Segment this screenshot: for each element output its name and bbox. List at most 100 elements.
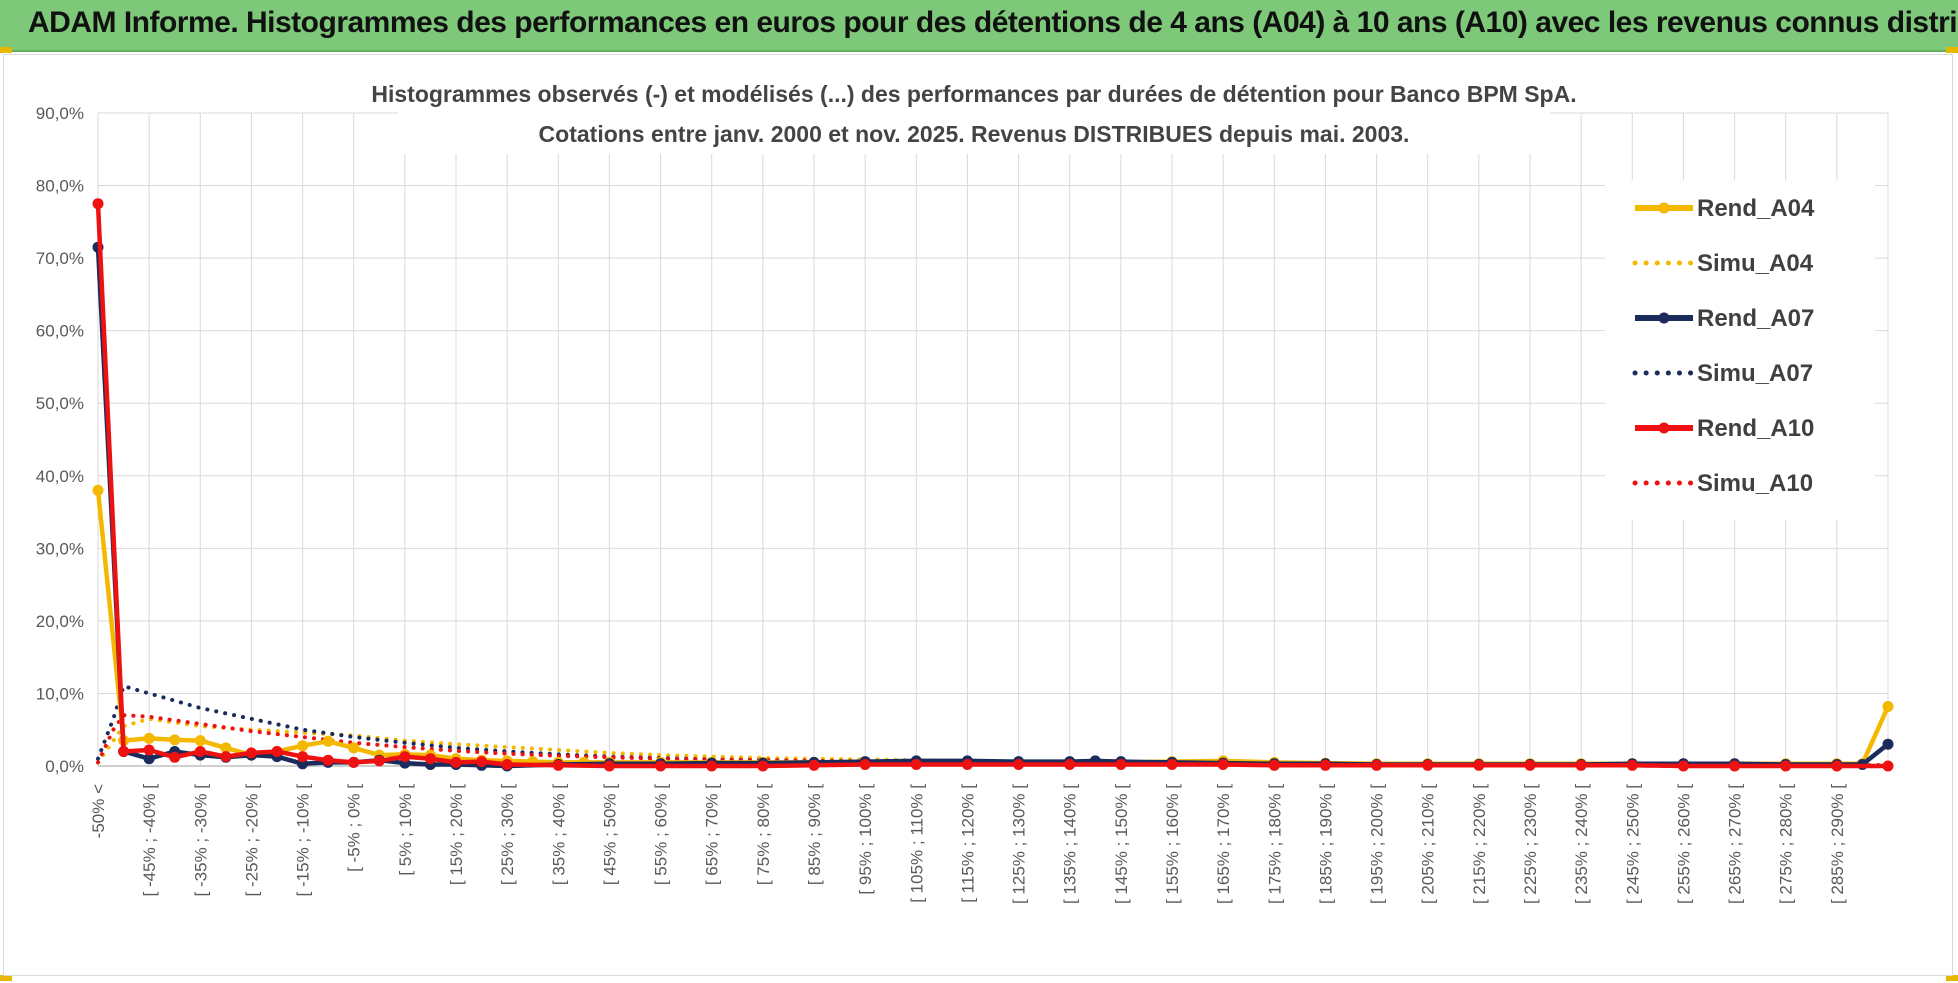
corner-marker-top-left xyxy=(0,47,12,53)
x-tick-label: [ 75% ; 80% [ xyxy=(754,784,773,885)
x-tick-label: [ -45% ; -40% [ xyxy=(140,784,159,897)
series-Simu_A04 xyxy=(96,716,1890,768)
x-tick-label: [ 235% ; 240% [ xyxy=(1572,784,1591,904)
x-tick-label: [ 145% ; 150% [ xyxy=(1112,784,1131,904)
data-point xyxy=(194,746,206,757)
data-point xyxy=(1575,759,1587,771)
legend-marker xyxy=(1658,312,1670,324)
data-point xyxy=(1677,760,1689,772)
data-point xyxy=(1371,759,1383,771)
data-point xyxy=(92,484,104,496)
data-point xyxy=(169,734,181,746)
data-point xyxy=(194,735,206,747)
data-point xyxy=(552,759,564,771)
data-point xyxy=(501,759,513,770)
y-tick-label: 70,0% xyxy=(36,249,84,268)
x-tick-label: [ 225% ; 230% [ xyxy=(1521,784,1540,904)
axis-labels: 0,0% 10,0% 20,0% 30,0% 40,0% 50,0% 60,0% 70,0% 8… xyxy=(36,104,1847,904)
series-Rend_A04 xyxy=(92,484,1894,770)
data-point xyxy=(373,755,385,767)
data-point xyxy=(808,759,820,771)
x-tick-label: [ 255% ; 260% [ xyxy=(1674,784,1693,904)
x-tick-label: [ 35% ; 40% [ xyxy=(549,784,568,885)
series-line xyxy=(96,713,1890,768)
x-tick-label: [ 215% ; 220% [ xyxy=(1470,784,1489,904)
data-point xyxy=(1831,760,1843,772)
x-tick-label: [ 205% ; 210% [ xyxy=(1419,784,1438,904)
y-tick-label: 80,0% xyxy=(36,177,84,196)
y-tick-label: 90,0% xyxy=(36,104,84,123)
legend-label: Rend_A10 xyxy=(1697,415,1814,442)
x-tick-label: [ 185% ; 190% [ xyxy=(1316,784,1335,904)
x-tick-label: [ 175% ; 180% [ xyxy=(1265,784,1284,904)
data-point xyxy=(1319,759,1331,771)
data-point xyxy=(757,760,769,772)
data-point xyxy=(476,756,488,768)
data-point xyxy=(1473,759,1485,771)
data-point xyxy=(603,760,615,772)
y-tick-label: 60,0% xyxy=(36,322,84,341)
x-tick-label: [ -5% ; 0% [ xyxy=(345,784,364,872)
x-tick-label: -50% < xyxy=(89,784,108,838)
chart-frame xyxy=(3,54,1953,976)
series-line xyxy=(95,490,1891,767)
corner-marker-bottom-left xyxy=(0,975,12,981)
data-point xyxy=(297,740,309,752)
data-point xyxy=(706,760,718,772)
data-point xyxy=(1780,760,1792,772)
data-point xyxy=(1422,759,1434,771)
data-point xyxy=(961,759,973,770)
x-tick-label: [ 265% ; 270% [ xyxy=(1726,784,1745,904)
legend-marker xyxy=(1658,422,1670,434)
data-point xyxy=(322,735,334,747)
data-point xyxy=(1729,760,1741,772)
corner-marker-top-right xyxy=(1946,47,1958,53)
x-tick-label: [ 125% ; 130% [ xyxy=(1010,784,1029,904)
data-point xyxy=(424,753,436,765)
data-point xyxy=(297,751,309,763)
data-point xyxy=(348,742,360,754)
x-tick-label: [ 25% ; 30% [ xyxy=(498,784,517,885)
x-tick-label: [ 5% ; 10% [ xyxy=(396,784,415,876)
y-tick-label: 10,0% xyxy=(36,684,84,703)
grid-layer xyxy=(97,112,1889,767)
data-point xyxy=(169,751,181,763)
data-point xyxy=(118,746,130,757)
data-point xyxy=(143,744,155,756)
x-tick-label: [ 155% ; 160% [ xyxy=(1163,784,1182,904)
x-tick-label: [ 165% ; 170% [ xyxy=(1214,784,1233,904)
data-point xyxy=(1882,701,1894,712)
chart-title-group: Histogrammes observés (-) et modélisés (… xyxy=(371,72,1577,154)
header-banner: ADAM Informe. Histogrammes des performan… xyxy=(0,0,1958,52)
legend-label: Rend_A04 xyxy=(1697,195,1815,222)
legend-label: Rend_A07 xyxy=(1697,305,1814,332)
x-tick-label: [ 245% ; 250% [ xyxy=(1623,784,1642,904)
x-tick-label: [ 115% ; 120% [ xyxy=(958,784,977,903)
data-point xyxy=(143,753,155,765)
data-point xyxy=(1882,760,1894,772)
series-Rend_A10 xyxy=(92,198,1894,772)
data-point xyxy=(271,746,283,757)
data-point xyxy=(1524,759,1536,771)
series-line xyxy=(96,716,1890,768)
x-tick-label: [ 15% ; 20% [ xyxy=(447,784,466,885)
data-point xyxy=(1115,759,1127,770)
chart-title-background xyxy=(398,72,1550,154)
chart-title: Histogrammes observés (-) et modélisés (… xyxy=(371,81,1576,107)
chart-subtitle: Cotations entre janv. 2000 et nov. 2025.… xyxy=(539,121,1410,147)
data-point xyxy=(245,747,257,759)
data-point xyxy=(1217,759,1229,770)
legend-background xyxy=(1605,180,1875,520)
data-point xyxy=(910,759,922,770)
data-point xyxy=(348,756,360,768)
data-point xyxy=(143,732,155,744)
data-point xyxy=(1626,759,1638,771)
data-point xyxy=(1268,759,1280,771)
legend-label: Simu_A10 xyxy=(1697,470,1813,497)
x-tick-label: [ -25% ; -20% [ xyxy=(242,784,261,897)
corner-marker-bottom-right xyxy=(1946,975,1958,981)
legend-marker xyxy=(1658,202,1670,214)
x-tick-label: [ 105% ; 110% [ xyxy=(907,784,926,903)
